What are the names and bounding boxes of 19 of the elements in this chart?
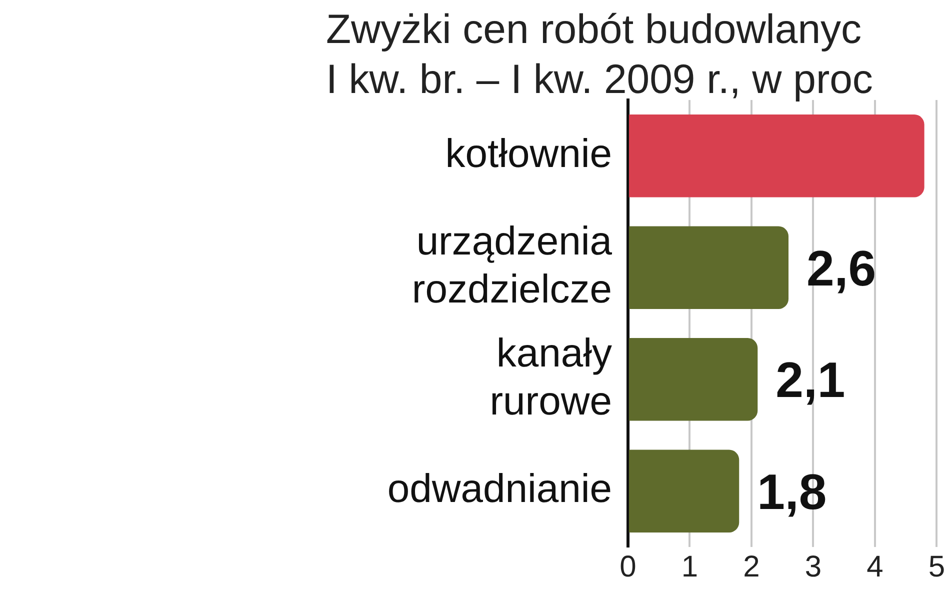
chart-subtitle: I kw. br. – I kw. 2009 r., w proc (326, 56, 873, 102)
data-label: 2,6 (806, 240, 876, 296)
bar (629, 338, 758, 421)
x-tick-label: 5 (928, 550, 945, 584)
y-tick-label: odwadnianie (387, 467, 612, 512)
bar (629, 226, 788, 309)
y-tick-label: kotłownie (445, 132, 612, 176)
x-tick-label: 2 (743, 550, 760, 584)
chart-title: Zwyżki cen robót budowlanyc (326, 6, 862, 52)
y-tick-label: kanały rurowe (490, 331, 612, 424)
bar (629, 450, 740, 532)
y-tick-label: urządzenia rozdzielcze (412, 220, 613, 312)
x-tick-label: 4 (866, 550, 884, 584)
bar (629, 114, 924, 198)
data-label: 1,8 (757, 464, 827, 520)
x-tick-label: 3 (804, 550, 822, 584)
x-tick-label: 1 (681, 550, 698, 584)
data-label: 2,1 (776, 352, 846, 408)
x-tick-label: 0 (620, 550, 636, 584)
